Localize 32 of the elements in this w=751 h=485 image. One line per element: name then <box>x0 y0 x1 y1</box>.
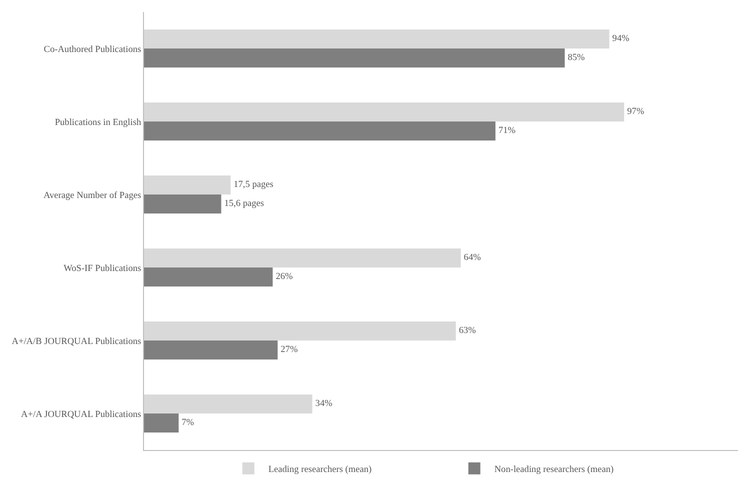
data-label: 85% <box>568 52 586 63</box>
bar <box>144 30 610 48</box>
data-label: 17,5 pages <box>234 180 274 190</box>
data-label: 71% <box>498 126 516 136</box>
data-label: 97% <box>627 107 644 118</box>
y-tick-label: A+/A JOURQUAL Publications <box>21 410 142 420</box>
bar <box>144 48 565 68</box>
y-tick-label: Co-Authored Publications <box>44 44 142 55</box>
y-tick-label: A+/A/B JOURQUAL Publications <box>12 336 142 347</box>
data-label: 34% <box>315 399 333 410</box>
data-label: 26% <box>276 272 293 282</box>
data-label: 63% <box>458 326 476 336</box>
bar <box>144 414 179 432</box>
data-label: 94% <box>612 34 630 44</box>
bar <box>144 176 231 194</box>
bar <box>144 122 496 140</box>
y-tick-label: Average Number of Pages <box>43 190 142 201</box>
bar <box>144 268 273 286</box>
bar <box>144 340 278 360</box>
data-label: 7% <box>182 418 194 428</box>
bar <box>144 102 624 122</box>
legend-label: Non-leading researchers (mean) <box>494 465 614 476</box>
bar <box>144 248 461 268</box>
y-tick-label: Publications in English <box>54 118 142 128</box>
legend-label: Leading researchers (mean) <box>268 465 372 476</box>
data-label: 64% <box>464 253 482 264</box>
y-tick-label: WoS-IF Publications <box>64 264 142 274</box>
data-label: 27% <box>280 344 298 355</box>
bar <box>144 322 456 340</box>
bar <box>144 194 222 214</box>
data-label: 15,6 pages <box>224 198 264 209</box>
bar <box>144 394 312 414</box>
